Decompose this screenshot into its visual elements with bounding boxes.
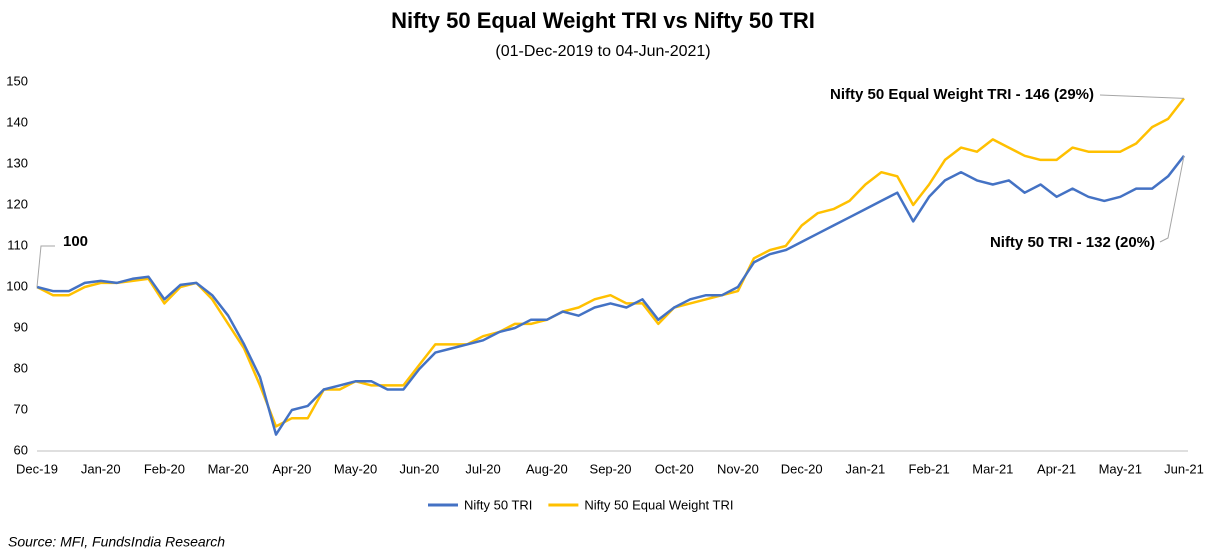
- x-tick-label: Dec-19: [16, 461, 58, 476]
- x-tick-label: Jun-21: [1164, 461, 1204, 476]
- x-tick-label: Apr-21: [1037, 461, 1076, 476]
- leader-line: [36, 245, 55, 288]
- y-tick-label: 60: [14, 442, 28, 457]
- x-tick-label: Mar-21: [972, 461, 1013, 476]
- x-tick-label: Jun-20: [399, 461, 439, 476]
- annotation: Nifty 50 Equal Weight TRI - 146 (29%): [830, 86, 1094, 103]
- x-tick-label: Sep-20: [590, 461, 632, 476]
- x-tick-label: May-20: [334, 461, 377, 476]
- y-tick-label: 120: [6, 196, 28, 211]
- series-line: [36, 155, 1185, 436]
- chart-title: Nifty 50 Equal Weight TRI vs Nifty 50 TR…: [391, 8, 815, 33]
- legend-label: Nifty 50 TRI: [464, 497, 532, 512]
- x-tick-label: Oct-20: [655, 461, 694, 476]
- x-tick-label: Feb-20: [144, 461, 185, 476]
- y-tick-label: 110: [7, 237, 28, 252]
- x-tick-label: Feb-21: [909, 461, 950, 476]
- y-tick-label: 70: [14, 401, 28, 416]
- chart-subtitle: (01-Dec-2019 to 04-Jun-2021): [495, 43, 710, 60]
- x-tick-label: Jan-20: [81, 461, 121, 476]
- y-tick-label: 140: [6, 114, 28, 129]
- y-tick-label: 100: [6, 278, 28, 293]
- leader-line: [1099, 94, 1185, 99]
- x-tick-label: Apr-20: [272, 461, 311, 476]
- annotation: Nifty 50 TRI - 132 (20%): [990, 234, 1155, 251]
- x-tick-label: Jan-21: [846, 461, 886, 476]
- leader-line: [1159, 155, 1185, 243]
- x-tick-label: Nov-20: [717, 461, 759, 476]
- source-note: Source: MFI, FundsIndia Research: [8, 534, 225, 550]
- y-tick-label: 80: [14, 360, 28, 375]
- y-tick-label: 130: [6, 155, 28, 170]
- annotation: 100: [63, 233, 88, 250]
- x-tick-label: Aug-20: [526, 461, 568, 476]
- x-tick-label: Mar-20: [208, 461, 249, 476]
- y-tick-label: 150: [6, 73, 28, 88]
- series-line: [36, 97, 1185, 428]
- y-tick-label: 90: [14, 319, 28, 334]
- x-tick-label: May-21: [1099, 461, 1142, 476]
- x-tick-label: Dec-20: [781, 461, 823, 476]
- x-tick-label: Jul-20: [465, 461, 500, 476]
- legend-label: Nifty 50 Equal Weight TRI: [584, 497, 733, 512]
